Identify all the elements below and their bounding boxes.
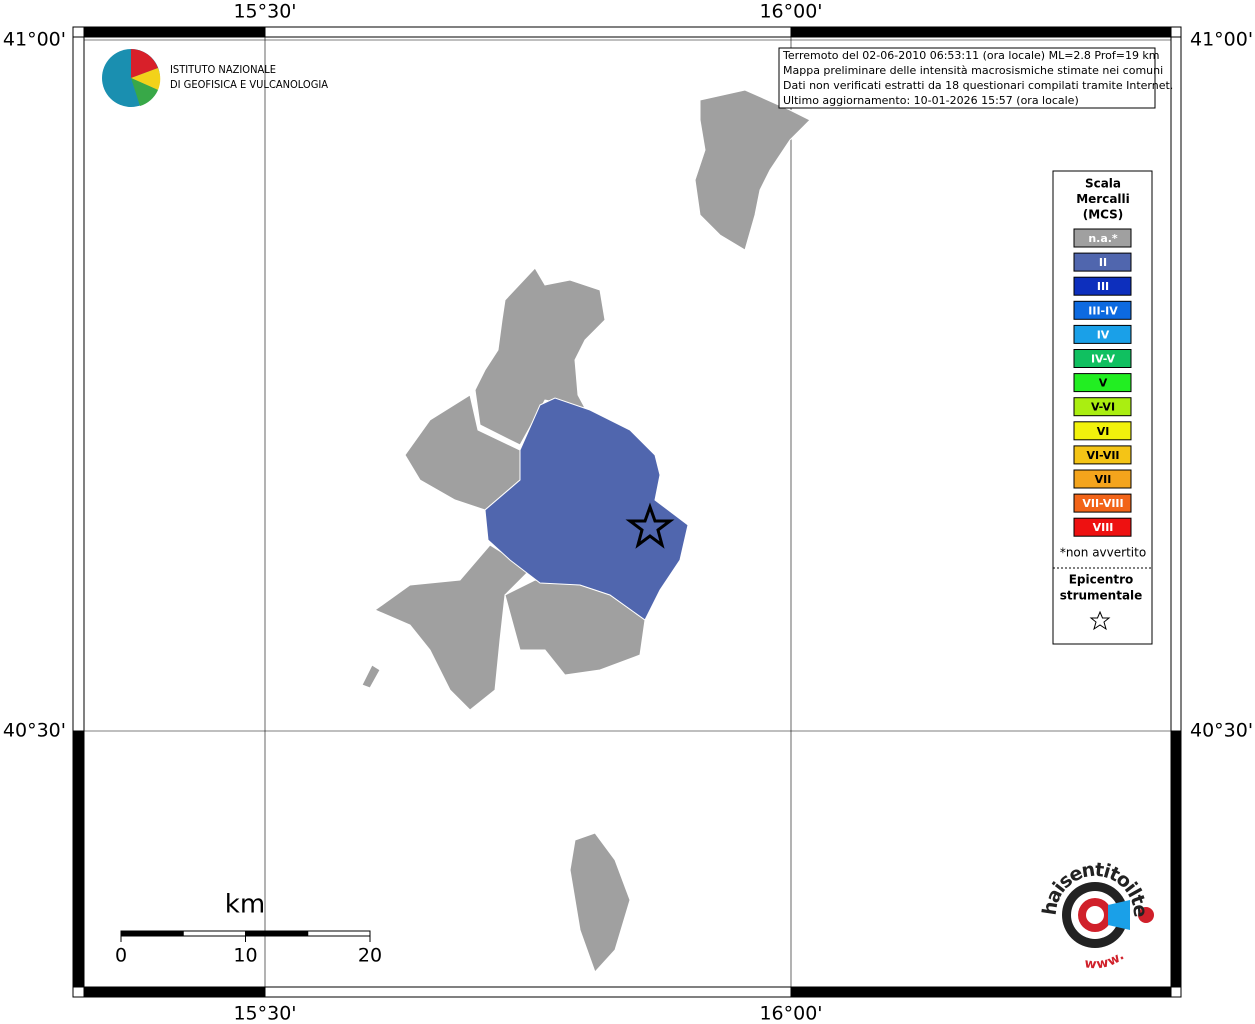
legend-swatch (1073, 324, 1132, 344)
scale-label: 0 (115, 945, 127, 967)
legend-label: V-VI (1091, 401, 1115, 414)
info-line: Dati non verificati estratti da 18 quest… (783, 79, 1173, 92)
scale-unit: km (225, 890, 265, 920)
municipality (694, 89, 811, 251)
lon-label: 16°00' (759, 1, 822, 23)
legend-epicenter: strumentale (1060, 589, 1143, 603)
municipality (569, 832, 631, 973)
frame-bar (1170, 730, 1182, 988)
frame-bar (83, 986, 266, 998)
legend-title: Scala (1085, 177, 1121, 191)
lon-label: 15°30' (233, 1003, 296, 1024)
info-line: Terremoto del 02-06-2010 06:53:11 (ora l… (782, 49, 1160, 62)
legend-swatch (1073, 276, 1132, 296)
legend-swatch (1073, 517, 1132, 537)
legend-label: VIII (1093, 521, 1114, 534)
ingv-logo: ISTITUTO NAZIONALE DI GEOFISICA E VULCAN… (102, 49, 328, 107)
legend-swatch (1073, 349, 1132, 368)
frame-bar (83, 26, 266, 38)
legend-label: VI-VII (1086, 449, 1119, 462)
lat-label: 40°30' (3, 720, 66, 742)
scale-segment (182, 930, 246, 937)
lon-label: 15°30' (233, 1, 296, 23)
legend-label: III-IV (1088, 304, 1118, 317)
legend-title: Mercalli (1076, 192, 1130, 206)
legend-swatch (1073, 397, 1132, 417)
logo-segment (131, 49, 158, 78)
frame-bar (1170, 36, 1182, 732)
legend-label: III (1097, 280, 1109, 293)
legend-label: II (1099, 256, 1107, 269)
legend-label: IV-V (1091, 353, 1116, 366)
legend-title: (MCS) (1083, 208, 1124, 222)
legend-label: VI (1097, 425, 1110, 438)
legend-swatch (1073, 252, 1132, 272)
legend-swatch (1073, 373, 1132, 393)
municipality-felt (484, 397, 689, 621)
legend-label: n.a.* (1088, 232, 1118, 245)
lat-label: 41°00' (3, 29, 66, 51)
logo-text: DI GEOFISICA E VULCANOLOGIA (170, 78, 328, 91)
epicenter-star (625, 502, 675, 549)
logo-speaker (1108, 900, 1130, 930)
lat-label: 41°00' (1190, 29, 1253, 51)
scale-segment (120, 930, 184, 937)
scale-segment (245, 930, 309, 937)
lat-label: 40°30' (1190, 720, 1253, 742)
municipality (373, 544, 531, 711)
legend-swatch (1073, 469, 1132, 489)
scale-label: 10 (233, 945, 257, 967)
frame-bar (264, 986, 792, 998)
legend-note: *non avvertito (1060, 546, 1146, 560)
legend-star (1089, 610, 1111, 631)
logo-text: ISTITUTO NAZIONALE (170, 63, 276, 76)
scale-segment (307, 930, 371, 937)
municipality (361, 664, 381, 689)
legend-epicenter: Epicentro (1069, 573, 1134, 587)
logo-segment (131, 78, 158, 106)
info-line: Ultimo aggiornamento: 10-01-2026 15:57 (… (783, 94, 1079, 107)
logo-ring (1086, 906, 1104, 924)
legend-swatch (1073, 300, 1132, 320)
legend-label: VII-VIII (1082, 497, 1123, 510)
legend-swatch (1073, 493, 1132, 513)
logo-dot (1138, 907, 1154, 923)
legend-label: V (1099, 377, 1108, 390)
logo-segment (131, 68, 161, 90)
info-line: Mappa preliminare delle intensità macros… (783, 64, 1163, 77)
municipalities (361, 89, 811, 973)
lon-label: 16°00' (759, 1003, 822, 1024)
legend-label: VII (1095, 473, 1112, 486)
info-box (778, 47, 1156, 109)
municipality (474, 267, 606, 446)
frame-bar (264, 26, 792, 38)
legend-swatch (1073, 445, 1132, 465)
frame-bar (790, 26, 1172, 38)
frame-bar (72, 730, 85, 988)
frame-bar (72, 36, 85, 732)
legend-swatch (1073, 421, 1132, 441)
legend-swatch (1073, 228, 1132, 248)
frame-bar (790, 986, 1172, 998)
scale-label: 20 (358, 945, 382, 967)
legend-label: IV (1097, 328, 1110, 341)
